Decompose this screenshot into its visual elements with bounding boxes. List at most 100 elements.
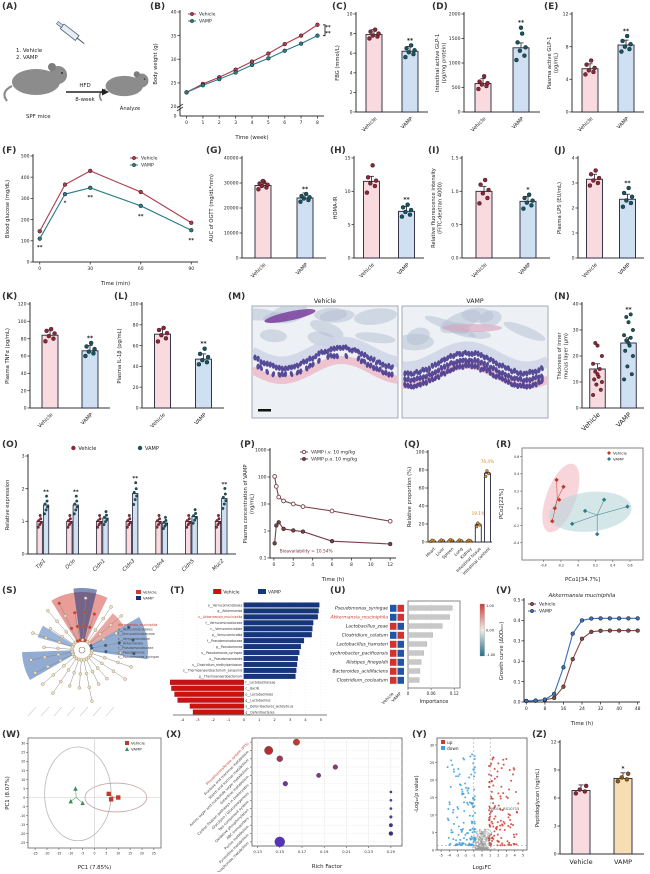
ellipse-shape (427, 377, 432, 384)
clade-node (96, 682, 101, 686)
importance-bar (407, 650, 424, 656)
down-point (468, 842, 471, 845)
ellipse-shape (488, 369, 492, 376)
y-tick-label: 100 (258, 475, 267, 481)
ns-point (483, 835, 485, 838)
up-point (502, 758, 505, 761)
ns-point (485, 848, 488, 851)
ellipse-shape (277, 371, 282, 378)
taxon-label: o__Pseudomonadales (209, 657, 243, 661)
y-tick-label: 400 (21, 175, 30, 181)
x-tick-label: 1 (489, 854, 491, 858)
data-point (404, 46, 409, 51)
panel-label-Y: (Y) (412, 730, 427, 740)
panel-label-D: (D) (432, 2, 448, 12)
lda-bar (243, 650, 300, 656)
data-point (630, 328, 635, 333)
ellipse-shape (500, 370, 505, 377)
data-point (364, 190, 370, 195)
ellipse-shape (292, 363, 297, 370)
data-point (594, 531, 600, 537)
y-tick-label: 9 (554, 768, 557, 774)
data-point (530, 609, 534, 613)
data-point (589, 616, 594, 621)
data-point (39, 521, 43, 525)
data-point (624, 315, 629, 320)
clade-node (51, 691, 55, 695)
taxon-label: g__Lactobacillus (245, 698, 271, 702)
legend-label: Vehicle (131, 741, 146, 746)
ellipse-shape (307, 362, 312, 369)
data-point (403, 209, 408, 215)
data-point (74, 494, 78, 498)
taxon-label: g__Pseudomonas (216, 645, 243, 649)
path-shape (252, 356, 398, 384)
data-point (104, 520, 107, 524)
y-tick-label: 80 (133, 323, 139, 329)
y-tick-label: 0 (572, 256, 575, 262)
ellipse-shape (537, 379, 541, 386)
ellipse-shape (439, 364, 444, 371)
ellipse-shape (329, 346, 333, 353)
data-point (276, 755, 283, 762)
ellipse-shape (286, 364, 291, 371)
up-point (490, 833, 493, 836)
clade-node (90, 669, 95, 674)
x-category-label: Muc2 (211, 558, 225, 572)
data-point (185, 525, 189, 529)
data-point (187, 517, 191, 521)
clade-node (129, 665, 133, 669)
data-point (80, 800, 85, 806)
ellipse-shape (359, 350, 364, 358)
down-point (462, 842, 465, 845)
up-point (488, 813, 491, 816)
data-point (68, 517, 72, 521)
bar (617, 44, 635, 113)
y-tick-label: 120 (18, 302, 27, 308)
data-point (607, 457, 611, 461)
down-point (456, 843, 459, 846)
line-shape (556, 486, 564, 500)
panel-label-X: (X) (166, 730, 182, 740)
data-point (45, 499, 49, 503)
data-point (73, 502, 77, 506)
data-point (216, 514, 220, 517)
line-shape (176, 103, 184, 109)
panel-label-B: (B) (150, 2, 166, 12)
x-tick-label: 2 (497, 854, 499, 858)
up-point (500, 785, 503, 788)
data-point (37, 229, 42, 234)
polyline-shape (83, 659, 93, 702)
data-point (626, 628, 631, 633)
heatmap-cell (397, 604, 404, 612)
ellipse-shape (442, 324, 502, 332)
y-tick-label: 200 (21, 217, 30, 223)
y-axis-label: Thickness of inner (557, 331, 563, 380)
x-tick-label: 5 (320, 717, 323, 722)
heatmap-cell (390, 622, 397, 630)
data-point (157, 514, 161, 517)
data-point (164, 330, 170, 336)
data-point (573, 791, 579, 796)
panel-label-K: (K) (2, 292, 18, 302)
lda-bar (189, 703, 244, 709)
x-category-label: Cldn3 (122, 558, 137, 573)
data-point (583, 72, 588, 77)
data-point (368, 181, 373, 186)
up-point (496, 775, 499, 778)
legend-label: Vehicle (143, 590, 157, 595)
up-point (510, 844, 513, 847)
ellipse-shape (390, 371, 394, 378)
data-point (193, 508, 197, 512)
ns-point (476, 832, 478, 834)
data-point (594, 382, 599, 387)
data-point (629, 194, 635, 199)
ellipse-shape (491, 358, 495, 365)
data-point (403, 54, 408, 60)
ellipse-shape (461, 351, 465, 358)
ellipse-shape (454, 350, 459, 357)
ellipse-shape (309, 320, 344, 338)
data-point (368, 29, 373, 34)
ns-point (491, 849, 494, 851)
y-tick-label: 20 (21, 760, 25, 764)
